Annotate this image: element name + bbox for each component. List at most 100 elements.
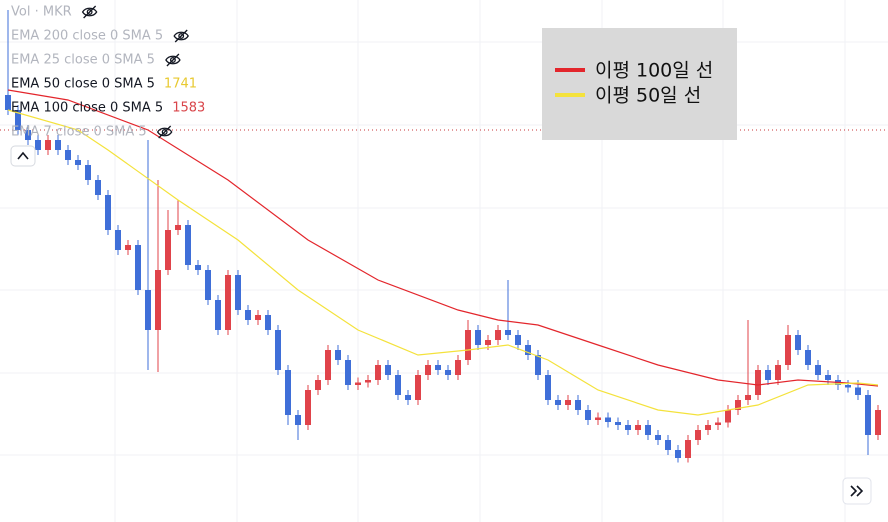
candle-body: [205, 270, 211, 300]
candle-body: [305, 390, 311, 425]
candle-body: [265, 315, 271, 330]
candle-body: [165, 230, 171, 270]
eye-pupil: [161, 129, 168, 135]
candle-body: [635, 425, 641, 430]
candle-body: [675, 450, 681, 458]
candle-body: [55, 140, 61, 150]
collapse-button[interactable]: [10, 145, 36, 167]
candle-body: [195, 265, 201, 270]
eye-slash: [83, 5, 97, 19]
candle-body: [555, 400, 561, 405]
indicator-label: EMA 25 close 0 SMA 5: [11, 53, 155, 68]
eye-slash: [174, 29, 188, 43]
candle-body: [505, 330, 511, 335]
candle-body: [375, 365, 381, 380]
candle-body: [95, 180, 101, 195]
candle-body: [15, 110, 21, 130]
candle-body: [685, 440, 691, 458]
candle-body: [175, 225, 181, 230]
candle-body: [755, 370, 761, 395]
candle-body: [455, 360, 461, 375]
candle-body: [535, 355, 541, 375]
candle-body: [215, 300, 221, 330]
eye-pupil: [86, 9, 93, 15]
legend-box: [542, 28, 737, 140]
candle-body: [695, 430, 701, 440]
candle-body: [725, 410, 731, 423]
candle-body: [225, 275, 231, 330]
indicator-label: EMA 100 close 0 SMA 5: [11, 101, 163, 116]
candle-body: [825, 375, 831, 380]
candle-body: [855, 387, 861, 395]
candle-body: [665, 440, 671, 450]
candle-body: [65, 150, 71, 160]
candle-body: [295, 415, 301, 425]
candle-body: [275, 330, 281, 370]
indicator-label: EMA 200 close 0 SMA 5: [11, 29, 163, 44]
eye-pupil: [169, 57, 176, 63]
plot-area: [0, 10, 888, 463]
candle-body: [405, 395, 411, 400]
legend-label: 이평 50일 선: [595, 85, 701, 107]
candle-body: [145, 290, 151, 330]
candle-body: [115, 230, 121, 250]
candle-body: [485, 340, 491, 345]
candle-body: [285, 370, 291, 415]
candle-body: [845, 385, 851, 388]
indicator-label: Vol · MKR: [11, 5, 72, 20]
legend-label: 이평 100일 선: [595, 60, 713, 82]
candle-body: [85, 165, 91, 180]
candle-body: [745, 395, 751, 400]
candle-body: [705, 425, 711, 430]
visibility-toggle[interactable]: [81, 5, 98, 19]
indicator-list: Vol · MKR EMA 200 close 0 SMA 5 EMA 25 clo…: [11, 5, 205, 140]
candle-body: [45, 140, 51, 150]
candle-body: [105, 195, 111, 230]
candle-body: [805, 350, 811, 365]
candle-body: [235, 275, 241, 310]
candle-body: [645, 425, 651, 435]
candle-body: [585, 410, 591, 420]
candle-body: [155, 270, 161, 330]
candle-body: [345, 360, 351, 385]
candle-body: [875, 410, 881, 435]
indicator-value: 1741: [164, 77, 197, 92]
candle-body: [715, 422, 721, 425]
candle-body: [25, 130, 31, 140]
candle-body: [865, 395, 871, 435]
candle-body: [525, 345, 531, 355]
candle-body: [785, 335, 791, 365]
candle-body: [435, 365, 441, 370]
moving-average-line: [7, 109, 879, 416]
candle-body: [395, 375, 401, 395]
moving-average-line: [7, 89, 879, 387]
candle-body: [475, 330, 481, 345]
candle-body: [595, 417, 601, 420]
candle-body: [325, 350, 331, 380]
scroll-right-button[interactable]: [842, 477, 872, 505]
candle-body: [765, 370, 771, 380]
candle-body: [415, 375, 421, 400]
candle-body: [445, 370, 451, 375]
candle-body: [135, 245, 141, 290]
candle-body: [815, 365, 821, 375]
candle-body: [565, 400, 571, 405]
indicator-label: EMA 50 close 0 SMA 5: [11, 77, 155, 92]
candle-body: [545, 375, 551, 400]
candle-body: [355, 382, 361, 385]
indicator-label: EMA 7 close 0 SMA 5: [11, 125, 147, 140]
candle-body: [615, 422, 621, 425]
candle-body: [365, 380, 371, 383]
visibility-toggle[interactable]: [173, 29, 189, 43]
candle-body: [335, 350, 341, 360]
candle-body: [625, 425, 631, 430]
candle-body: [255, 315, 261, 320]
visibility-toggle[interactable]: [165, 53, 181, 67]
eye-pupil: [178, 33, 185, 39]
eye-slash: [158, 125, 172, 139]
candle-body: [495, 330, 501, 340]
visibility-toggle[interactable]: [156, 125, 173, 139]
candle-body: [575, 400, 581, 410]
candle-body: [425, 365, 431, 375]
